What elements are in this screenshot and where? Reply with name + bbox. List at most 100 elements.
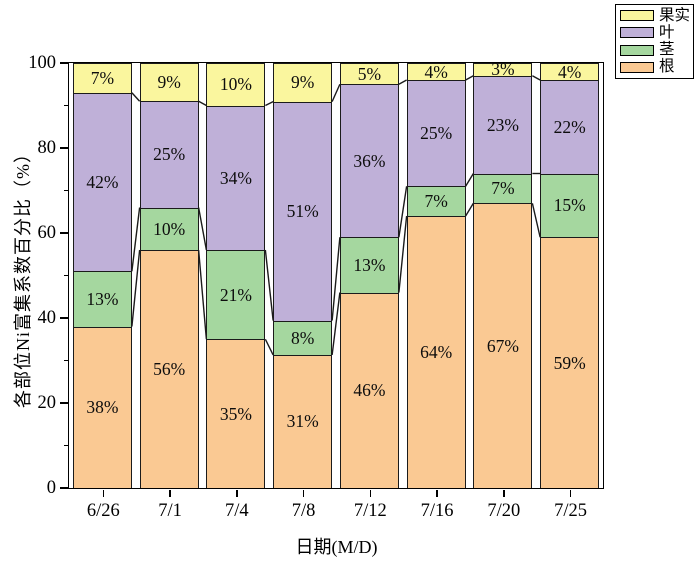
x-axis-tick — [236, 490, 238, 497]
bar-segment — [139, 101, 199, 208]
segment-data-label: 25% — [420, 123, 453, 144]
segment-data-label: 15% — [553, 195, 586, 216]
y-axis-minor-tick — [63, 274, 68, 277]
segment-data-label: 34% — [219, 167, 252, 188]
legend-swatch — [620, 10, 654, 22]
legend-swatch — [620, 27, 654, 39]
plot-area: 38% 13% 42% 7% 56% 10% 25% 9% 35% 21% 34% 10% 31% 8% 5… — [68, 59, 604, 489]
segment-data-label: 3% — [491, 59, 515, 80]
y-axis-tick-label: 20 — [37, 393, 57, 413]
x-axis-tick — [569, 490, 572, 497]
segment-data-label: 56% — [153, 359, 186, 379]
bar-segment — [139, 250, 199, 488]
bar-segment — [406, 216, 466, 488]
legend-swatch — [620, 44, 654, 56]
bar-segment — [339, 63, 399, 85]
segment-data-label: 22% — [553, 116, 586, 137]
segment-data-label: 59% — [553, 352, 586, 373]
x-axis-tick-label: 7/20 — [487, 501, 521, 521]
legend-row: 果实 — [620, 8, 691, 24]
x-axis-tick — [369, 490, 372, 497]
y-axis-tick-label: 100 — [28, 53, 56, 73]
y-axis-major-tick — [60, 317, 68, 319]
bar-segment — [206, 63, 266, 106]
legend-row: 叶 — [620, 25, 691, 41]
y-axis-tick-label: 0 — [46, 478, 56, 498]
x-axis-title: 日期(M/D) — [295, 537, 378, 557]
x-axis-tick-label: 7/16 — [420, 501, 454, 521]
segment-data-label: 4% — [424, 61, 448, 82]
legend-row: 茎 — [620, 42, 691, 58]
segment-data-label: 4% — [557, 61, 582, 82]
segment-data-label: 7% — [491, 178, 515, 199]
bar-segment — [273, 354, 333, 488]
x-axis-tick-label: 6/26 — [86, 501, 120, 521]
x-axis-tick-label: 7/8 — [291, 501, 316, 521]
segment-data-label: 36% — [353, 150, 386, 171]
bar-segment — [473, 63, 533, 76]
y-axis-minor-tick — [63, 104, 68, 107]
connector-lines — [131, 75, 541, 356]
x-axis-tick — [302, 490, 305, 497]
segment-data-label: 64% — [420, 342, 453, 362]
bar-segment — [540, 80, 600, 174]
y-axis-major-tick — [60, 232, 68, 234]
bar-segment — [206, 105, 266, 250]
y-axis-title: 各部位Ni富集系数百分比（%） — [13, 144, 33, 408]
y-axis-minor-tick — [63, 444, 68, 447]
bar-segment — [406, 63, 466, 80]
x-axis-tick-label: 7/25 — [554, 501, 588, 521]
bar-segment — [473, 203, 533, 488]
bar-segment — [206, 250, 266, 340]
bar-segment — [273, 320, 333, 355]
x-axis-tick — [169, 490, 171, 497]
bar-segment — [339, 84, 399, 238]
y-axis-major-tick — [60, 62, 68, 64]
segment-data-label: 8% — [290, 327, 315, 348]
x-axis-tick-label: 7/1 — [158, 501, 182, 521]
segment-data-label: 23% — [486, 114, 519, 135]
y-axis-minor-tick — [63, 359, 68, 362]
x-axis-tick — [503, 490, 505, 497]
segment-data-label: 67% — [486, 335, 519, 356]
segment-data-label: 46% — [353, 380, 386, 401]
legend-row: 根 — [620, 59, 691, 75]
y-axis-major-tick — [60, 147, 68, 149]
x-axis-tick — [436, 490, 438, 497]
y-axis-major-tick — [60, 402, 68, 404]
segment-data-label: 21% — [219, 284, 252, 305]
bar-segment — [273, 63, 333, 102]
segment-data-label: 9% — [157, 72, 181, 93]
bar-segment — [406, 186, 466, 216]
segment-data-label: 31% — [286, 411, 319, 432]
bar-segment — [540, 237, 600, 488]
legend-label: 茎 — [659, 41, 675, 59]
bar-segment — [139, 207, 199, 250]
bar-segment — [473, 173, 533, 204]
segment-data-label: 5% — [357, 63, 382, 84]
y-axis-tick-label: 80 — [37, 138, 57, 158]
segment-data-label: 25% — [153, 144, 186, 165]
bar-segment — [72, 63, 132, 93]
legend: 果实叶茎根 — [615, 4, 694, 79]
bar-segment — [540, 173, 600, 238]
bar-segment — [339, 237, 399, 293]
bar-segment — [139, 63, 199, 102]
bar-segment — [473, 75, 533, 174]
bar-segment — [72, 326, 132, 488]
segment-data-label: 51% — [286, 201, 319, 222]
y-axis-tick-label: 60 — [37, 223, 57, 243]
y-axis-tick-label: 40 — [37, 308, 57, 328]
segment-data-label: 13% — [353, 254, 386, 275]
segment-data-label: 42% — [86, 172, 119, 192]
segment-data-label: 9% — [290, 72, 315, 93]
segment-data-label: 10% — [153, 218, 186, 239]
y-axis-major-tick — [60, 487, 68, 489]
bar-segment — [540, 63, 600, 80]
legend-label: 根 — [659, 58, 675, 76]
bar-segment — [339, 292, 399, 488]
segment-data-label: 7% — [424, 191, 448, 212]
x-axis-tick-label: 7/4 — [225, 501, 249, 521]
bar-segment — [273, 101, 333, 321]
